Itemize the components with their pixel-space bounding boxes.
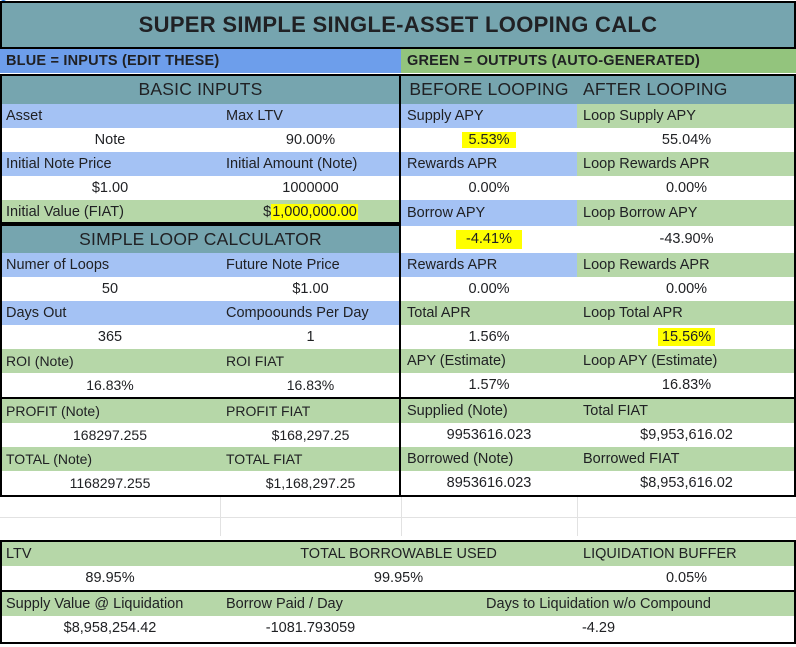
borrowed-fiat-label: Borrowed FIAT xyxy=(577,447,796,471)
liquidation-buffer-label: LIQUIDATION BUFFER xyxy=(577,542,796,566)
loop-total-apr-value: 15.56% xyxy=(657,327,716,347)
apy-estimate-label: APY (Estimate) xyxy=(401,349,577,373)
total-note-output[interactable]: 1168297.255 xyxy=(0,471,220,495)
initial-price-input[interactable]: $1.00 xyxy=(0,176,220,200)
borrow-paid-label: Borrow Paid / Day xyxy=(220,592,401,616)
supplied-note-output[interactable]: 9953616.023 xyxy=(401,423,577,447)
total-fiat-output[interactable]: $1,168,297.25 xyxy=(220,471,401,495)
loops-input[interactable]: 50 xyxy=(0,277,220,301)
loop-supply-apy-output[interactable]: 55.04% xyxy=(577,128,796,152)
days-to-liquidation-label: Days to Liquidation w/o Compound xyxy=(401,592,796,616)
borrow-apy-value: -4.41% xyxy=(456,230,522,249)
liquidation-divider xyxy=(0,590,796,592)
before-looping-header: BEFORE LOOPING xyxy=(401,75,577,104)
days-out-input[interactable]: 365 xyxy=(0,325,220,349)
total-apr-output[interactable]: 1.56% xyxy=(401,325,577,349)
days-to-liquidation-output[interactable]: -4.29 xyxy=(401,616,796,640)
profit-fiat-label: PROFIT FIAT xyxy=(220,399,401,423)
section-divider xyxy=(0,224,401,226)
max-ltv-input[interactable]: 90.00% xyxy=(220,128,401,152)
loop-total-apr-output[interactable]: 15.56% xyxy=(577,325,796,349)
compounds-label: Compoounds Per Day xyxy=(220,301,401,325)
loop-total-apr-label: Loop Total APR xyxy=(577,301,796,325)
initial-value-output[interactable]: $1,000,000.00 xyxy=(220,200,401,224)
future-price-label: Future Note Price xyxy=(220,253,401,277)
supply-apy-input[interactable]: 5.53% xyxy=(401,128,577,152)
loop-rewards-apr-label: Loop Rewards APR xyxy=(577,152,796,176)
ltv-label: LTV xyxy=(0,542,220,566)
profit-note-label: PROFIT (Note) xyxy=(0,399,220,423)
initial-value-number: 1,000,000.00 xyxy=(271,203,358,221)
borrow-rewards-apr-input[interactable]: 0.00% xyxy=(401,277,577,301)
section-divider xyxy=(0,397,796,399)
total-fiat-label-right: Total FIAT xyxy=(577,399,796,423)
asset-input[interactable]: Note xyxy=(0,128,220,152)
loop-borrow-rewards-apr-output[interactable]: 0.00% xyxy=(577,277,796,301)
roi-fiat-label: ROI FIAT xyxy=(220,349,401,373)
supply-apy-label: Supply APY xyxy=(401,104,577,128)
legend-inputs: BLUE = INPUTS (EDIT THESE) xyxy=(0,49,401,73)
gridline xyxy=(0,517,796,518)
rewards-apr-input[interactable]: 0.00% xyxy=(401,176,577,200)
loop-supply-apy-label: Loop Supply APY xyxy=(577,104,796,128)
borrow-paid-output[interactable]: -1081.793059 xyxy=(220,616,401,640)
total-apr-label: Total APR xyxy=(401,301,577,325)
loop-apy-estimate-label: Loop APY (Estimate) xyxy=(577,349,796,373)
borrowed-note-label: Borrowed (Note) xyxy=(401,447,577,471)
roi-note-label: ROI (Note) xyxy=(0,349,220,373)
total-borrowable-output[interactable]: 99.95% xyxy=(220,566,577,590)
loop-calc-header: SIMPLE LOOP CALCULATOR xyxy=(0,226,401,253)
loop-apy-estimate-output[interactable]: 16.83% xyxy=(577,373,796,397)
gridline xyxy=(401,496,402,536)
total-borrowable-label: TOTAL BORROWABLE USED xyxy=(220,542,577,566)
loop-borrow-rewards-apr-label: Loop Rewards APR xyxy=(577,253,796,277)
initial-value-label: Initial Value (FIAT) xyxy=(0,200,220,224)
borrow-apy-input[interactable]: -4.41% xyxy=(401,226,577,253)
liquidation-buffer-output[interactable]: 0.05% xyxy=(577,566,796,590)
loop-rewards-apr-output[interactable]: 0.00% xyxy=(577,176,796,200)
total-fiat-label: TOTAL FIAT xyxy=(220,447,401,471)
supplied-note-label: Supplied (Note) xyxy=(401,399,577,423)
initial-value-prefix: $ xyxy=(263,203,272,220)
legend-outputs: GREEN = OUTPUTS (AUTO-GENERATED) xyxy=(401,49,796,73)
loop-borrow-apy-output[interactable]: -43.90% xyxy=(577,226,796,253)
compounds-input[interactable]: 1 xyxy=(220,325,401,349)
basic-inputs-header: BASIC INPUTS xyxy=(0,75,401,104)
supply-value-liquidation-output[interactable]: $8,958,254.42 xyxy=(0,616,220,640)
gridline xyxy=(220,496,221,536)
initial-amount-label: Initial Amount (Note) xyxy=(220,152,401,176)
profit-note-output[interactable]: 168297.255 xyxy=(0,423,220,447)
total-fiat-output-right[interactable]: $9,953,616.02 xyxy=(577,423,796,447)
initial-price-label: Initial Note Price xyxy=(0,152,220,176)
borrow-apy-label: Borrow APY xyxy=(401,200,577,226)
total-note-label: TOTAL (Note) xyxy=(0,447,220,471)
sheet-title: SUPER SIMPLE SINGLE-ASSET LOOPING CALC xyxy=(0,1,796,49)
after-looping-header: AFTER LOOPING xyxy=(577,75,796,104)
supply-apy-value: 5.53% xyxy=(462,131,516,149)
roi-fiat-output[interactable]: 16.83% xyxy=(220,373,401,397)
rewards-apr-label: Rewards APR xyxy=(401,152,577,176)
days-out-label: Days Out xyxy=(0,301,220,325)
borrowed-fiat-output[interactable]: $8,953,616.02 xyxy=(577,471,796,495)
gridline xyxy=(577,496,578,536)
supply-value-liquidation-label: Supply Value @ Liquidation xyxy=(0,592,220,616)
borrowed-note-output[interactable]: 8953616.023 xyxy=(401,471,577,495)
future-price-input[interactable]: $1.00 xyxy=(220,277,401,301)
profit-fiat-output[interactable]: $168,297.25 xyxy=(220,423,401,447)
ltv-output[interactable]: 89.95% xyxy=(0,566,220,590)
max-ltv-label: Max LTV xyxy=(220,104,401,128)
loop-borrow-apy-label: Loop Borrow APY xyxy=(577,200,796,226)
asset-label: Asset xyxy=(0,104,220,128)
borrow-rewards-apr-label: Rewards APR xyxy=(401,253,577,277)
initial-amount-input[interactable]: 1000000 xyxy=(220,176,401,200)
roi-note-output[interactable]: 16.83% xyxy=(0,373,220,397)
loops-label: Numer of Loops xyxy=(0,253,220,277)
apy-estimate-output[interactable]: 1.57% xyxy=(401,373,577,397)
